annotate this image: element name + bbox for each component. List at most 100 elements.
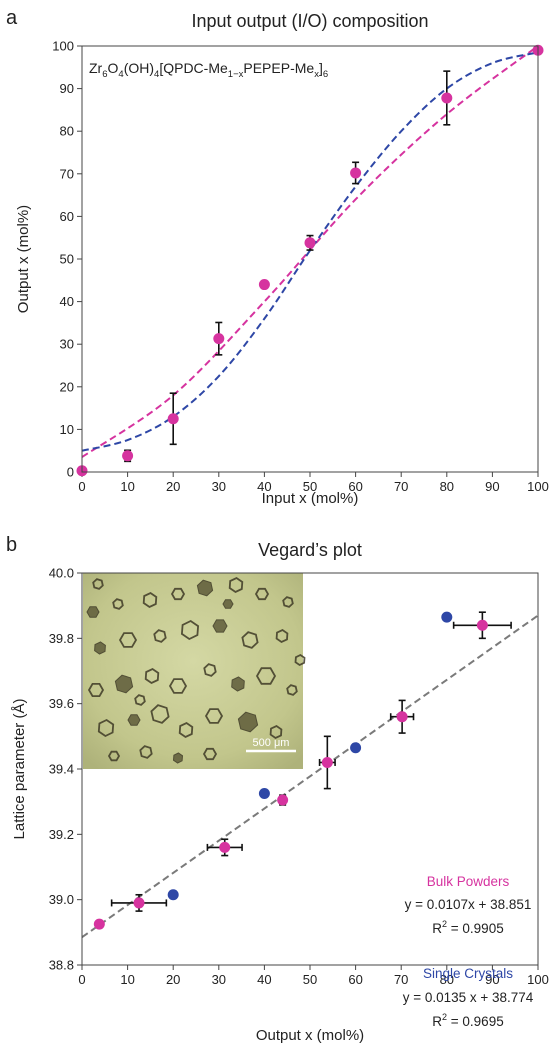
panel-a-ytick-label: 0 <box>67 465 74 480</box>
panel-b-xtick-label: 20 <box>166 972 180 987</box>
panel-b-xtick-label: 50 <box>303 972 317 987</box>
panel-a-axes: 0 10 20 30 40 50 60 70 80 90 100 0 10 20 30 40 50 60 70 80 9… <box>52 39 549 495</box>
panel-a-ytick-label: 40 <box>60 294 74 309</box>
panel-a-xtick-label: 10 <box>120 479 134 494</box>
panel-b-xtick-label: 90 <box>485 972 499 987</box>
crystal <box>204 708 224 724</box>
panel-a-xlabel: Input x (mol%) <box>262 490 359 507</box>
single-crystals-equation: y = 0.0135 x + 38.774 <box>403 990 534 1005</box>
crystal <box>87 683 105 697</box>
panel-b-letter: b <box>6 534 17 556</box>
crystal <box>170 587 186 601</box>
panel-b-axes: 0 10 20 30 40 50 60 70 80 90 100 38.8 39.0 39.2 39.4 39… <box>49 566 549 988</box>
panel-a-formula: Zr6O4(OH)4[QPDC-Me1−xPEPEP-Mex]6 <box>89 60 328 80</box>
single-crystals-annotation: Single Crystals y = 0.0135 x + 38.774 R2… <box>403 966 534 1029</box>
crystal <box>118 632 138 648</box>
crystal <box>180 619 200 641</box>
panel-b-ytick-label: 39.4 <box>49 762 74 777</box>
bulk-powder-point <box>277 794 289 806</box>
single-crystals-r2: R2 = 0.9695 <box>432 1012 503 1029</box>
bulk-powders-equation: y = 0.0107x + 38.851 <box>405 897 532 912</box>
panel-a-xtick-label: 70 <box>394 479 408 494</box>
crystal <box>275 628 289 644</box>
panel-b-ytick-label: 39.6 <box>49 696 74 711</box>
blue-fit-curve <box>81 51 539 452</box>
crystal <box>231 676 245 692</box>
panel-a-ytick-label: 50 <box>60 252 74 267</box>
panel-a-ytick-label: 90 <box>60 81 74 96</box>
panel-b-ytick-label: 38.8 <box>49 958 74 973</box>
panel-a-xtick-label: 90 <box>485 479 499 494</box>
panel-b-xtick-label: 10 <box>120 972 134 987</box>
panel-b-ytick-label: 40.0 <box>49 566 74 581</box>
panel-b-xtick-label: 80 <box>440 972 454 987</box>
panel-a-xtick-label: 0 <box>78 479 85 494</box>
crystal <box>150 704 170 724</box>
panel-b-xlabel: Output x (mol%) <box>256 1027 364 1044</box>
panel-b-xtick-label: 40 <box>257 972 271 987</box>
crystal <box>202 747 218 761</box>
panel-b-ytick-label: 39.2 <box>49 827 74 842</box>
panel-a-fit-lines <box>81 45 539 458</box>
crystal <box>139 745 153 759</box>
crystal <box>203 663 217 677</box>
bulk-powders-annotation: Bulk Powders y = 0.0107x + 38.851 R2 = 0… <box>405 874 532 936</box>
bulk-powder-point <box>321 756 333 768</box>
panel-a-xtick-label: 80 <box>440 479 454 494</box>
crystal-micrograph-inset: 500 μm <box>83 573 306 769</box>
panel-b-xtick-label: 100 <box>527 972 549 987</box>
bulk-powders-label: Bulk Powders <box>427 874 510 889</box>
crystal <box>86 606 100 618</box>
crystal <box>92 578 104 590</box>
crystal <box>286 684 298 696</box>
single-crystal-point <box>350 742 362 754</box>
panel-b-plot-frame <box>81 572 539 966</box>
panel-a-xtick-label: 30 <box>212 479 226 494</box>
panel-a-xtick-label: 20 <box>166 479 180 494</box>
io-data-point <box>441 92 453 104</box>
micrograph-crystals <box>86 576 306 764</box>
panel-b-xtick-label: 30 <box>212 972 226 987</box>
panel-a-ytick-label: 20 <box>60 379 74 394</box>
panel-b: b Vegard’s plot 500 μm 0 10 20 30 40 50 60 70 80… <box>6 534 549 1044</box>
crystal <box>282 596 294 608</box>
panel-b-ylabel: Lattice parameter (Å) <box>11 699 28 840</box>
panel-b-data-points <box>93 611 512 930</box>
crystal <box>254 587 270 601</box>
micrograph-background <box>83 573 303 769</box>
crystal <box>94 641 106 655</box>
io-data-point <box>167 413 179 425</box>
panel-a-ylabel: Output x (mol%) <box>15 205 32 313</box>
crystal <box>153 629 167 643</box>
bulk-powder-point <box>133 897 145 909</box>
io-data-point <box>258 279 270 291</box>
panel-b-ytick-label: 39.0 <box>49 892 74 907</box>
crystal <box>212 619 228 633</box>
single-crystal-point <box>258 788 270 799</box>
panel-a-ytick-label: 30 <box>60 337 74 352</box>
panel-a-ytick-label: 80 <box>60 124 74 139</box>
panel-a-xtick-label: 40 <box>257 479 271 494</box>
panel-a: a Input output (I/O) composition Zr6O4(O… <box>6 7 549 507</box>
crystal <box>168 678 188 694</box>
panel-a-xtick-label: 100 <box>527 479 549 494</box>
bulk-powder-point <box>219 841 231 853</box>
panel-b-xtick-label: 60 <box>348 972 362 987</box>
crystal <box>237 711 259 733</box>
panel-a-plot-frame <box>81 45 539 473</box>
crystal <box>134 694 146 706</box>
panel-a-title: Input output (I/O) composition <box>191 11 428 31</box>
panel-a-data-points <box>76 44 544 477</box>
crystal <box>172 752 184 764</box>
panel-b-fit-lines <box>81 614 539 939</box>
panel-a-ytick-label: 60 <box>60 209 74 224</box>
io-data-point <box>304 237 316 249</box>
bulk-powder-point <box>93 918 105 930</box>
crystal <box>196 579 214 597</box>
vegard-fit-line <box>81 614 539 939</box>
panel-a-ytick-label: 100 <box>52 39 74 54</box>
bulk-powders-r2: R2 = 0.9905 <box>432 919 503 936</box>
panel-a-letter: a <box>6 7 18 29</box>
crystal <box>127 714 141 726</box>
